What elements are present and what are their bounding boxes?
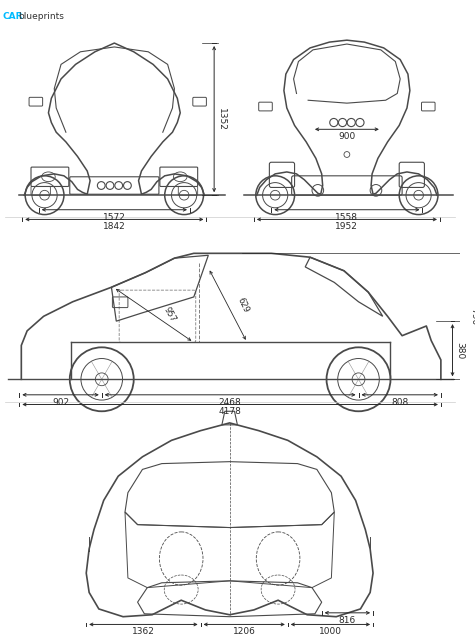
Text: 1572: 1572 [103,213,126,222]
Text: 629: 629 [236,296,250,314]
Text: 1362: 1362 [132,628,155,637]
Text: 1206: 1206 [233,628,256,637]
Text: 1952: 1952 [335,222,358,231]
Text: 808: 808 [391,398,408,407]
Text: 4178: 4178 [218,408,242,417]
Text: 902: 902 [52,398,69,407]
Text: 1842: 1842 [103,222,126,231]
Text: 380: 380 [456,341,465,359]
Text: 957: 957 [162,305,177,324]
Text: 1000: 1000 [319,628,342,637]
Text: CAR: CAR [3,12,23,21]
Text: 1352: 1352 [217,107,226,131]
Text: blueprints: blueprints [19,12,64,21]
Text: 2468: 2468 [219,398,241,407]
Text: 790: 790 [469,308,475,325]
Text: 1558: 1558 [335,213,359,222]
Text: 900: 900 [338,132,355,141]
Text: 816: 816 [339,616,356,625]
